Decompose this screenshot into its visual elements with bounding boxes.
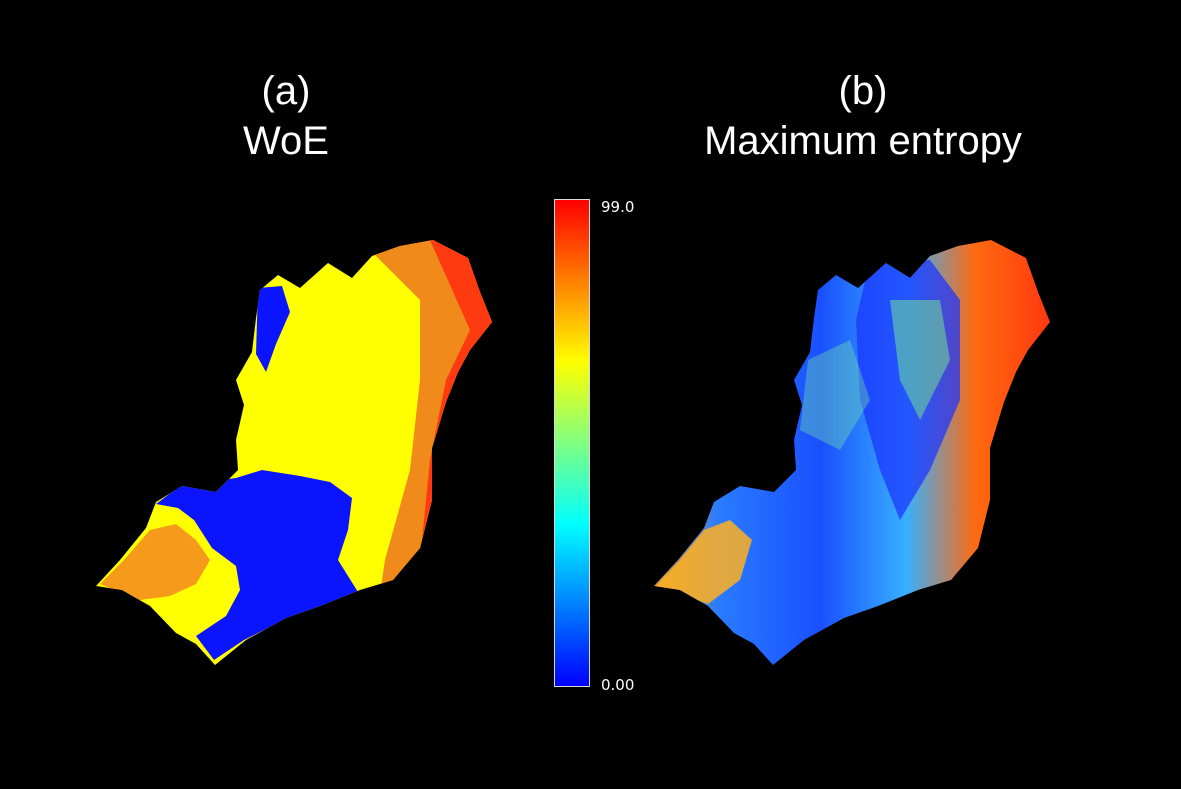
maxent-gradient: [654, 240, 1050, 665]
panel-a-title: (a) WoE: [186, 66, 386, 166]
panel-b-title: (b) Maximum entropy: [638, 66, 1088, 166]
maxent-orange-southwest: [656, 520, 752, 604]
panel-a-name: WoE: [243, 119, 329, 163]
panel-b-name: Maximum entropy: [704, 119, 1022, 163]
legend-max-label: 99.0: [601, 198, 635, 216]
panel-b-letter: (b): [838, 69, 888, 113]
legend-min-label: 0.00: [601, 676, 635, 694]
woe-low-zone-north: [256, 286, 290, 372]
woe-orange-southwest: [100, 524, 210, 600]
maxent-mid-zone-west: [800, 340, 870, 450]
woe-map: [96, 240, 492, 665]
maxent-map: [654, 240, 1050, 665]
maxent-mid-zone: [890, 300, 950, 420]
panel-a-letter: (a): [261, 69, 311, 113]
legend-colorbar: [554, 199, 590, 687]
maxent-low-zone: [856, 260, 960, 520]
